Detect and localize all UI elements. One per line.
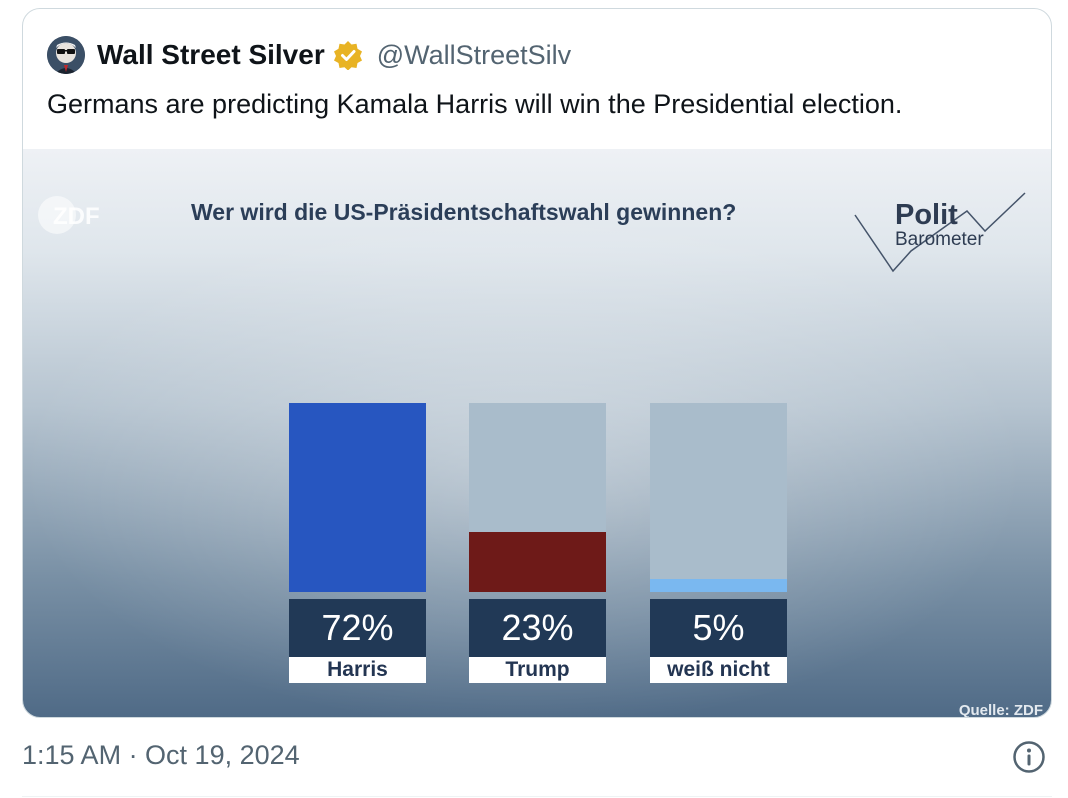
bar-1: [469, 531, 606, 592]
zdf-logo: ZDF: [38, 196, 100, 234]
tweet-media-image[interactable]: ZDF Wer wird die US-Präsidentschaftswahl…: [23, 149, 1051, 718]
bar-value-label: 23%: [469, 599, 606, 657]
author-name[interactable]: Wall Street Silver: [97, 39, 325, 70]
avatar[interactable]: [47, 36, 85, 74]
bar-category-label: weiß nicht: [650, 657, 787, 683]
divider: [22, 796, 1052, 797]
bar-category-label: Trump: [469, 657, 606, 683]
verified-badge-icon: [333, 41, 362, 70]
chart-title: Wer wird die US-Präsidentschaftswahl gew…: [191, 199, 737, 225]
quoted-tweet-header: Wall Street Silver @WallStreetSilv: [47, 35, 571, 75]
zdf-logo-text: ZDF: [53, 203, 100, 230]
quoted-tweet-text: Germans are predicting Kamala Harris wil…: [47, 89, 903, 119]
bar-category-label: Harris: [289, 657, 426, 683]
author-handle[interactable]: @WallStreetSilv: [376, 39, 572, 70]
polit-logo-word: Polit: [895, 199, 958, 231]
info-icon[interactable]: [1012, 740, 1046, 774]
barometer-logo-word: Barometer: [895, 229, 984, 250]
source-credit: Quelle: ZDF: [958, 702, 1043, 718]
bar-0: [289, 403, 426, 592]
bar-value-label: 72%: [289, 599, 426, 657]
quoted-tweet-card[interactable]: Wall Street Silver @WallStreetSilv Germa…: [22, 8, 1052, 718]
tweet-timestamp[interactable]: 1:15 AM · Oct 19, 2024: [22, 740, 300, 770]
politbarometer-logo-mark: [854, 192, 1026, 273]
bar-background-2: [650, 403, 787, 592]
bar-2: [650, 578, 787, 592]
bar-value-label: 5%: [650, 599, 787, 657]
